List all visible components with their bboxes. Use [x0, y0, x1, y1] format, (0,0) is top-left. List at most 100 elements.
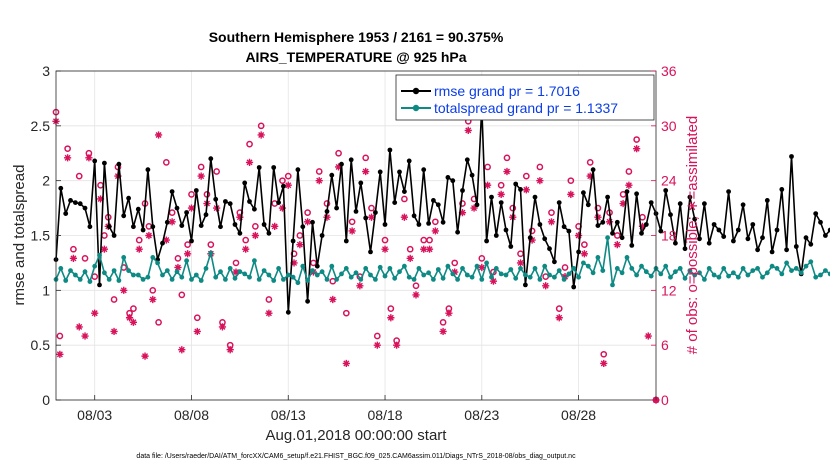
obs-assimilated-marker [464, 126, 472, 135]
obs-assimilated-marker [425, 245, 434, 253]
obs-possible-marker [401, 195, 408, 203]
obs-assimilated-marker [638, 222, 647, 230]
obs-assimilated-marker [393, 341, 401, 349]
rmse-point [571, 284, 577, 290]
spread-point [329, 263, 335, 269]
obs-assimilated-marker [373, 341, 381, 349]
obs-possible-marker [586, 159, 594, 166]
obs-possible-marker [75, 172, 83, 180]
obs-assimilated-marker [284, 181, 292, 189]
spread-point [411, 277, 417, 282]
spread-point [58, 266, 64, 271]
obs-assimilated-marker [257, 131, 265, 139]
rmse-point [542, 236, 548, 242]
spread-point [426, 270, 431, 276]
rmse-point [493, 233, 499, 238]
obs-assimilated-marker [135, 245, 143, 253]
spread-point [135, 272, 141, 278]
spread-point [150, 255, 156, 260]
obs-possible-marker [207, 241, 215, 248]
rmse-point [827, 227, 830, 233]
rmse-point [189, 238, 194, 244]
spread-point [498, 271, 504, 277]
spread-point [692, 272, 698, 278]
spread-point [658, 271, 664, 277]
rmse-point [450, 178, 456, 184]
obs-possible-marker [387, 305, 395, 312]
legend-rmse-label: rmse grand pr = 1.7016 [434, 83, 580, 99]
obs-possible-marker [174, 254, 182, 262]
rmse-point [218, 224, 223, 230]
spread-point [818, 272, 823, 278]
obs-assimilated-marker [478, 263, 486, 272]
rmse-point [334, 205, 339, 211]
spread-point [532, 266, 538, 271]
spread-point [823, 268, 828, 273]
obs-possible-marker [310, 259, 317, 267]
rmse-point [63, 211, 69, 217]
spread-point [735, 274, 741, 280]
obs-assimilated-marker [547, 218, 556, 226]
rmse-point [682, 246, 688, 252]
obs-assimilated-marker [178, 346, 186, 354]
obs-assimilated-marker [348, 227, 356, 235]
rmse-point [77, 201, 83, 207]
spread-point [585, 263, 591, 269]
obs-assimilated-marker [605, 218, 614, 226]
obs-assimilated-marker [619, 199, 627, 208]
spread-point [793, 266, 799, 271]
obs-possible-marker [296, 232, 304, 239]
spread-point [803, 263, 809, 269]
obs-assimilated-marker [329, 295, 337, 304]
obs-assimilated-marker [516, 259, 525, 267]
rmse-point [721, 234, 727, 240]
rmse-point [740, 202, 746, 208]
obs-possible-marker [178, 291, 186, 299]
obs-possible-marker [242, 236, 250, 244]
rmse-point [581, 190, 586, 196]
rmse-point [576, 249, 581, 255]
obs-possible-marker [459, 200, 466, 207]
spread-point [605, 235, 610, 241]
obs-possible-marker [561, 264, 569, 271]
spread-point [769, 263, 775, 269]
spread-point [285, 272, 291, 278]
spread-point [542, 263, 548, 269]
spread-point [600, 268, 606, 273]
rmse-point [595, 223, 601, 229]
spread-point [566, 271, 572, 277]
spread-point [73, 272, 78, 278]
obs-assimilated-marker [245, 158, 254, 166]
rmse-point [464, 157, 470, 163]
rmse-point [508, 244, 514, 249]
rmse-point [198, 223, 204, 229]
rmse-point [421, 167, 427, 173]
spread-point [300, 263, 306, 269]
obs-assimilated-marker [580, 250, 588, 258]
rmse-point [300, 224, 306, 230]
obs-assimilated-marker [367, 213, 376, 221]
rmse-point [295, 167, 301, 173]
spread-point [92, 263, 98, 269]
spread-point [169, 277, 175, 282]
spread-point [295, 280, 301, 286]
rmse-point [319, 233, 325, 238]
rmse-point [523, 282, 528, 288]
rmse-point [242, 180, 248, 186]
rmse-point [402, 189, 407, 195]
rmse-point [169, 189, 175, 195]
obs-possible-marker [412, 282, 420, 290]
spread-point [155, 260, 161, 266]
spread-point [82, 269, 88, 275]
obs-assimilated-marker [470, 204, 478, 212]
rmse-point [106, 224, 112, 230]
rmse-point [276, 200, 281, 206]
obs-assimilated-marker [458, 209, 467, 217]
rmse-point [711, 222, 717, 227]
rmse-point [111, 233, 117, 238]
rmse-point [692, 216, 698, 222]
spread-point [310, 268, 315, 273]
spread-point [474, 263, 480, 269]
spread-point [464, 272, 470, 278]
